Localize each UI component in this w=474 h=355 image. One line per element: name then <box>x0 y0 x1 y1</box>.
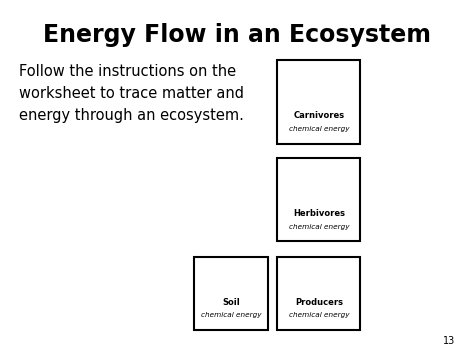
Bar <box>277 158 360 241</box>
Text: Producers: Producers <box>295 298 343 307</box>
Text: chemical energy: chemical energy <box>289 224 349 230</box>
Bar <box>194 257 268 330</box>
Text: 13: 13 <box>443 336 455 346</box>
Text: chemical energy: chemical energy <box>201 312 261 318</box>
Text: Carnivores: Carnivores <box>293 111 344 120</box>
Bar <box>277 60 360 144</box>
Text: chemical energy: chemical energy <box>289 126 349 132</box>
Text: Follow the instructions on the
worksheet to trace matter and
energy through an e: Follow the instructions on the worksheet… <box>19 64 244 123</box>
Text: chemical energy: chemical energy <box>289 312 349 318</box>
Text: Soil: Soil <box>222 298 240 307</box>
Bar <box>277 257 360 330</box>
Text: Energy Flow in an Ecosystem: Energy Flow in an Ecosystem <box>43 23 431 47</box>
Text: Herbivores: Herbivores <box>293 209 345 218</box>
